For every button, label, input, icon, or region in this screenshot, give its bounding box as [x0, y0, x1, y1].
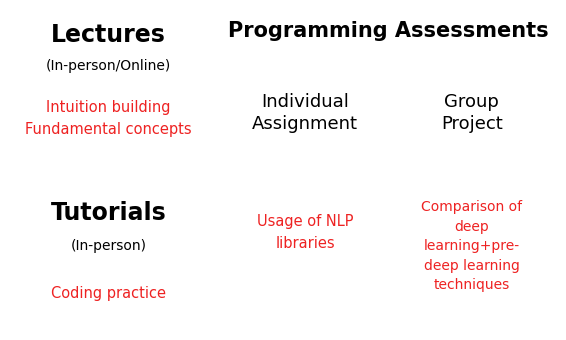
Text: Programming Assessments: Programming Assessments	[228, 21, 549, 41]
Text: Group
Project: Group Project	[441, 92, 503, 133]
Text: Intuition building
Fundamental concepts: Intuition building Fundamental concepts	[25, 100, 192, 137]
Text: Usage of NLP
libraries: Usage of NLP libraries	[257, 214, 354, 251]
Text: Coding practice: Coding practice	[51, 286, 166, 301]
Text: Tutorials: Tutorials	[50, 201, 166, 225]
Text: Comparison of
deep
learning+pre-
deep learning
techniques: Comparison of deep learning+pre- deep le…	[421, 200, 522, 292]
Text: (In-person/Online): (In-person/Online)	[46, 59, 171, 73]
Text: Individual
Assignment: Individual Assignment	[252, 92, 358, 133]
Text: Lectures: Lectures	[51, 22, 166, 47]
Text: (In-person): (In-person)	[71, 239, 147, 253]
